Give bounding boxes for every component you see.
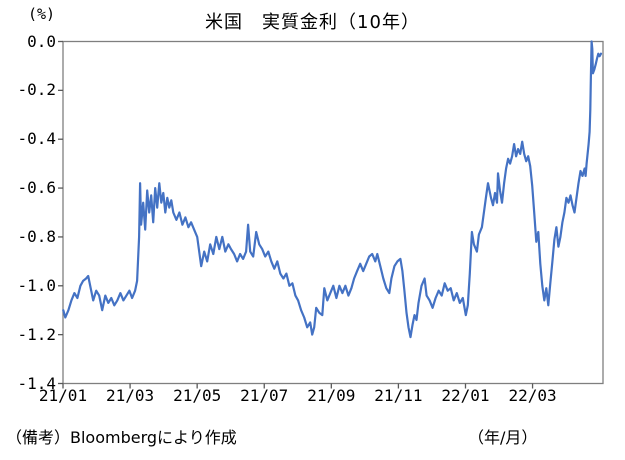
- y-axis-unit-label: (%): [28, 5, 56, 23]
- x-tick-label: 21/09: [307, 386, 356, 405]
- x-tick-label: 22/03: [508, 386, 557, 405]
- x-tick-label: 21/05: [173, 386, 222, 405]
- y-tick-label: 0.0: [27, 31, 56, 51]
- x-axis-unit-label: （年/月）: [468, 428, 538, 447]
- y-tick-label: -1.4: [17, 373, 56, 393]
- y-tick-label: -0.4: [17, 129, 56, 149]
- chart-title: 米国 実質金利（10年）: [205, 12, 420, 33]
- y-tick-label: -0.2: [17, 80, 56, 100]
- y-tick-label: -1.2: [17, 324, 56, 344]
- x-tick-label: 21/01: [38, 386, 88, 405]
- x-tick-label: 21/07: [240, 386, 289, 405]
- x-tick-label: 21/03: [105, 386, 155, 405]
- x-tick-label: 22/01: [441, 386, 490, 405]
- source-note: （備考）Bloombergにより作成: [6, 428, 237, 447]
- y-tick-label: -0.6: [17, 178, 56, 198]
- y-tick-label: -1.0: [17, 275, 56, 295]
- y-tick-label: -0.8: [17, 226, 56, 246]
- series-line: [62, 40, 603, 339]
- plot-frame: [62, 40, 604, 385]
- x-tick-label: 21/11: [374, 386, 423, 405]
